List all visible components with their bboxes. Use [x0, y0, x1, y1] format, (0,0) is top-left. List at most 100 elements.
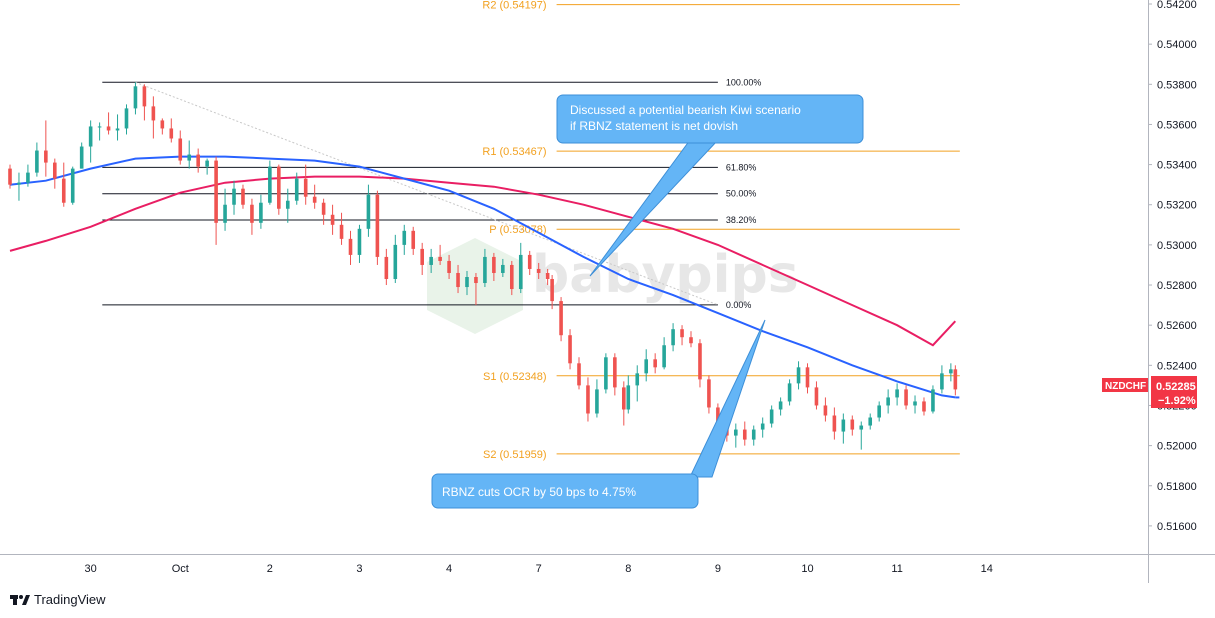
price-axis[interactable]: 0.54200 0.54000 0.53800 0.53600 0.53400 0.532…	[1148, 0, 1197, 533]
price-tick-label: 0.53400	[1157, 160, 1197, 172]
candle-body	[79, 146, 84, 169]
candle-body	[953, 369, 958, 390]
candle	[868, 413, 873, 430]
candle	[796, 361, 801, 390]
candle	[545, 268, 550, 286]
annotations[interactable]: Discussed a potential bearish Kiwi scena…	[431, 94, 864, 509]
candle-body	[949, 369, 953, 374]
candle	[321, 198, 326, 225]
candle	[465, 270, 469, 296]
candle-body	[375, 194, 380, 257]
pivot-label: S2 (0.51959)	[483, 449, 547, 461]
candle-body	[312, 196, 317, 203]
candle	[492, 252, 496, 282]
candle-body	[622, 387, 626, 410]
tradingview-branding[interactable]: TradingView	[10, 592, 106, 607]
candle	[187, 140, 192, 169]
candle	[474, 272, 478, 306]
candle-body	[698, 343, 702, 380]
candle	[26, 164, 30, 187]
candle	[931, 385, 935, 414]
candle	[841, 413, 846, 444]
candle	[142, 84, 147, 121]
callout-bearish-kiwi[interactable]: Discussed a potential bearish Kiwi scena…	[556, 94, 864, 277]
candle-body	[931, 389, 935, 412]
candle	[527, 250, 532, 275]
candle	[604, 353, 608, 394]
candle	[832, 407, 837, 440]
pivot-label: S1 (0.52348)	[483, 371, 547, 383]
candle	[169, 118, 174, 143]
fib-level-label: 0.00%	[726, 300, 752, 310]
candle	[241, 184, 245, 209]
candle	[698, 339, 702, 388]
callout-rbnz-cut[interactable]: RBNZ cuts OCR by 50 bps to 4.75%	[431, 319, 766, 509]
candle	[429, 248, 433, 273]
candle	[586, 377, 590, 422]
candle	[339, 212, 344, 245]
candle-body	[17, 182, 21, 185]
candle	[411, 226, 416, 255]
callout-text: RBNZ cuts OCR by 50 bps to 4.75%	[442, 485, 636, 499]
candle-body	[61, 178, 66, 203]
last-price-badge	[1151, 376, 1197, 408]
candle-body	[922, 401, 926, 412]
candle-body	[169, 128, 174, 139]
price-tick-label: 0.51800	[1157, 481, 1197, 493]
time-tick-label: 10	[801, 563, 813, 575]
candle-body	[671, 329, 675, 346]
candle	[277, 164, 281, 215]
candle-body	[26, 172, 30, 183]
candle	[133, 82, 138, 115]
candle-body	[285, 200, 290, 209]
candle-body	[151, 106, 156, 121]
candle	[223, 188, 227, 231]
price-tick-label: 0.53800	[1157, 79, 1197, 91]
candle	[559, 297, 563, 342]
candle-body	[53, 162, 57, 179]
watermark-hexagon-icon	[427, 238, 523, 334]
candle-body	[456, 272, 460, 288]
candle-body	[850, 419, 855, 430]
candle	[294, 172, 299, 205]
moving-average-pink	[9, 175, 957, 347]
candle	[626, 375, 631, 414]
candle	[877, 401, 881, 422]
candle	[8, 164, 12, 189]
candle	[178, 130, 183, 165]
candle-body	[577, 363, 581, 386]
candle	[330, 204, 335, 235]
candle-body	[250, 204, 254, 223]
candle-body	[187, 154, 192, 161]
candle-body	[474, 277, 478, 284]
candle	[259, 194, 263, 229]
candle-body	[913, 401, 917, 406]
moving-average-blue	[9, 155, 956, 399]
candle-body	[44, 150, 48, 163]
candle	[805, 363, 810, 394]
candle-body	[760, 423, 765, 430]
candle	[895, 383, 899, 406]
candle-body	[259, 202, 263, 223]
candle	[97, 122, 102, 141]
time-axis[interactable]: 30 Oct 2 3 4 7 8 9 10 11 14	[85, 563, 993, 575]
candle	[285, 188, 290, 223]
candle	[778, 397, 783, 416]
candle-body	[88, 126, 93, 147]
candle-body	[142, 86, 147, 107]
candle-body	[330, 214, 335, 225]
candle	[402, 224, 407, 255]
candle	[232, 180, 236, 215]
candle-body	[689, 337, 693, 344]
candle-body	[613, 357, 617, 388]
candle-body	[160, 120, 165, 129]
candle-body	[742, 429, 747, 440]
candle	[53, 158, 57, 189]
fibonacci-retracement[interactable]: 100.00% 61.80% 50.00% 38.20% 0.00%	[102, 77, 761, 310]
candle-body	[940, 373, 944, 390]
candle	[707, 375, 711, 414]
candle-body	[841, 419, 846, 432]
candle	[447, 254, 451, 280]
candle-body	[411, 230, 416, 249]
